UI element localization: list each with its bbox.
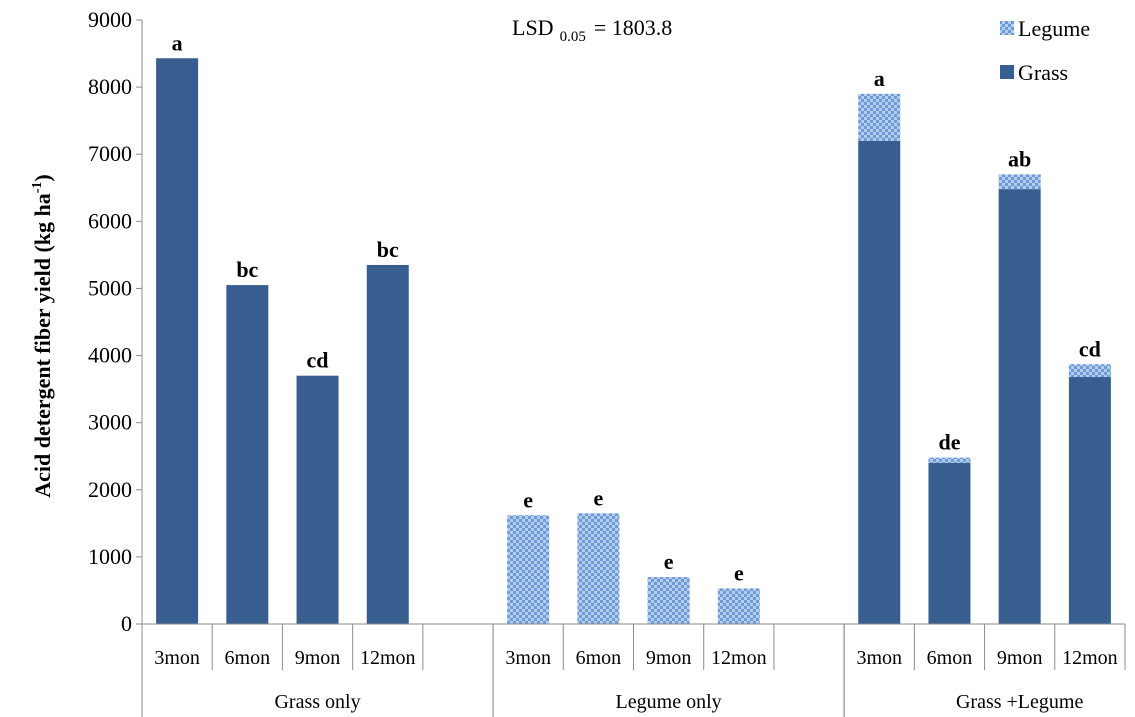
bar-legume — [998, 174, 1041, 190]
x-category-label: 9mon — [295, 647, 341, 669]
significance-label: ab — [1008, 146, 1031, 171]
significance-label: de — [938, 430, 960, 455]
y-axis-ticks: 0 1000 2000 3000 4000 5000 6000 7000 8000 9000 — [88, 7, 142, 636]
legend-label-legume: Legume — [1018, 16, 1090, 41]
lsd-subscript: 0.05 — [560, 29, 586, 45]
x-category-label: 3mon — [856, 647, 902, 669]
x-category-label: 3mon — [154, 647, 200, 669]
legend: Legume Grass — [1000, 16, 1090, 85]
x-category-label: 6mon — [225, 647, 271, 669]
bar-grass — [296, 375, 339, 624]
y-tick-label: 4000 — [88, 343, 132, 368]
y-axis-label-close: ) — [30, 174, 55, 181]
x-category-label: 6mon — [576, 647, 622, 669]
x-category-label: 6mon — [927, 647, 973, 669]
lsd-value: = 1803.8 — [594, 15, 672, 40]
significance-label: e — [523, 487, 533, 512]
legend-swatch-legume — [1000, 21, 1014, 35]
bar-legume — [717, 588, 760, 624]
significance-labels: a bc cd bc e e e e a de ab cd — [172, 30, 1101, 585]
significance-label: a — [172, 30, 183, 55]
x-group-label: Legume only — [616, 691, 722, 713]
significance-label: cd — [307, 348, 329, 373]
lsd-annotation-text: LSD 0.05 = 1803.8 — [512, 15, 672, 45]
bar-grass — [1068, 377, 1111, 624]
x-group-label: Grass +Legume — [956, 691, 1083, 713]
lsd-annotation: LSD 0.05 = 1803.8 — [512, 15, 672, 45]
bar-legume — [577, 513, 620, 624]
legend-label-grass: Grass — [1018, 60, 1068, 85]
bar-legume — [858, 93, 901, 141]
significance-label: e — [594, 485, 604, 510]
lsd-label: LSD — [512, 15, 554, 40]
x-category-label: 12mon — [711, 647, 767, 669]
x-group-label: Grass only — [274, 691, 360, 713]
y-tick-label: 9000 — [88, 7, 132, 32]
y-tick-label: 5000 — [88, 275, 132, 300]
significance-label: a — [874, 66, 885, 91]
x-category-label: 12mon — [360, 647, 416, 669]
bar-legume — [507, 515, 550, 624]
y-axis-label-main: Acid detergent fiber yield (kg ha — [30, 193, 55, 498]
y-tick-label: 6000 — [88, 208, 132, 233]
y-tick-label: 3000 — [88, 410, 132, 435]
y-tick-label: 2000 — [88, 477, 132, 502]
significance-label: e — [734, 560, 744, 585]
y-axis-title: Acid detergent fiber yield (kg ha-1) — [30, 174, 55, 498]
bars — [156, 58, 1111, 625]
bar-grass — [858, 140, 901, 625]
significance-label: cd — [1079, 336, 1101, 361]
x-category-label: 3mon — [505, 647, 551, 669]
bar-grass — [998, 189, 1041, 624]
bar-grass — [156, 58, 199, 624]
bar-legume — [647, 577, 690, 624]
bar-grass — [366, 264, 409, 624]
significance-label: e — [664, 549, 674, 574]
y-tick-label: 0 — [121, 611, 132, 636]
y-tick-label: 7000 — [88, 141, 132, 166]
bar-legume — [1068, 364, 1111, 378]
y-tick-label: 8000 — [88, 74, 132, 99]
x-category-label: 9mon — [646, 647, 692, 669]
bar-grass — [226, 285, 269, 624]
significance-label: bc — [377, 237, 399, 262]
legend-swatch-grass — [1000, 65, 1014, 79]
y-axis-label-superscript: -1 — [30, 182, 45, 194]
x-category-label: 9mon — [997, 647, 1043, 669]
y-axis-label: Acid detergent fiber yield (kg ha-1) — [30, 174, 55, 498]
bar-grass — [928, 462, 971, 624]
bar-legume — [928, 457, 971, 463]
significance-label: bc — [236, 257, 258, 282]
y-tick-label: 1000 — [88, 544, 132, 569]
x-category-label: 12mon — [1062, 647, 1118, 669]
